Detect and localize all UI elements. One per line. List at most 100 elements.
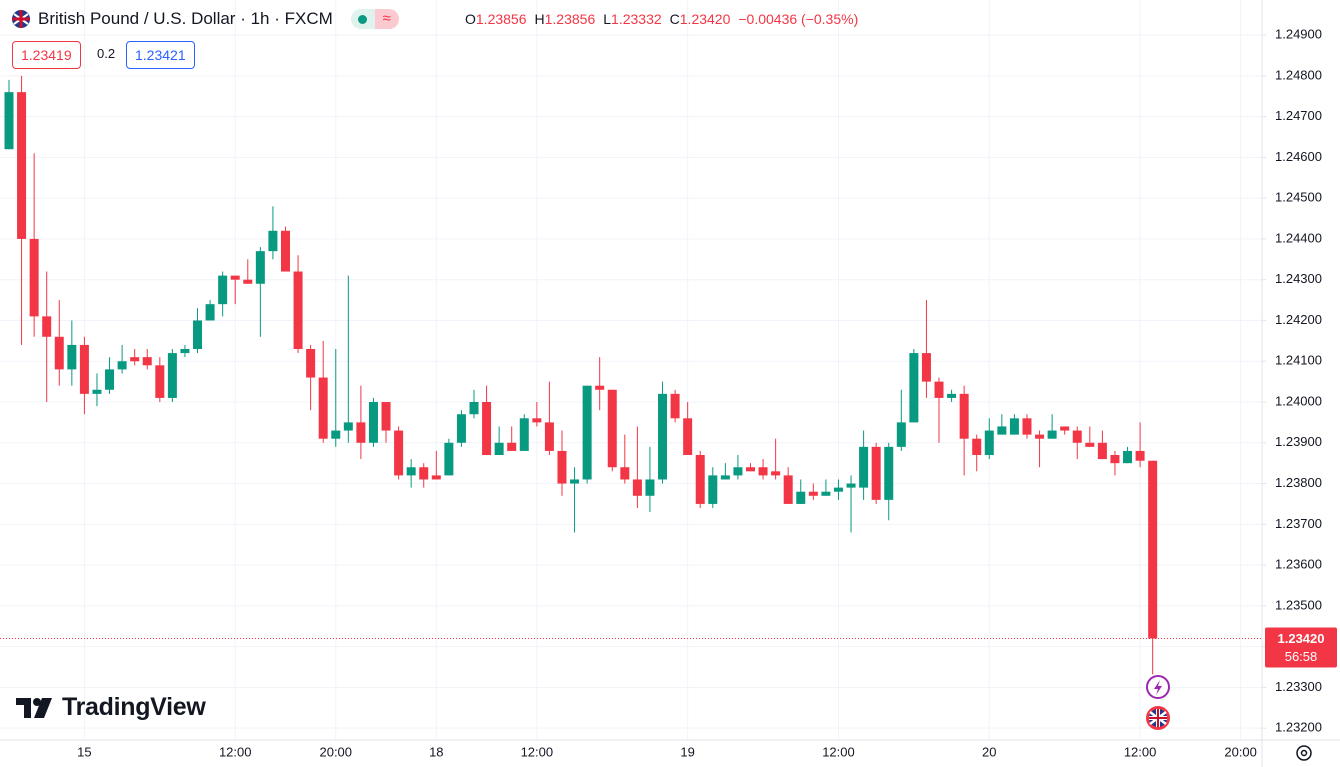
open-label: O (465, 11, 476, 27)
candle-body (67, 344, 77, 370)
candle-body (54, 336, 64, 370)
candle-body (105, 369, 115, 390)
candle-body (1110, 455, 1120, 464)
candle-body (921, 353, 931, 382)
candle-body (821, 491, 831, 496)
candle-body (658, 393, 668, 480)
candle-body (934, 381, 944, 398)
candle-body (193, 320, 203, 350)
candle-body (1135, 450, 1145, 461)
candle-body (167, 353, 177, 398)
last-price-label: 1.23420 (1278, 631, 1325, 646)
candle-body (783, 475, 793, 504)
candle-body (243, 279, 253, 284)
candle-body (331, 430, 341, 439)
candle-body (645, 479, 655, 496)
y-tick-label: 1.24900 (1275, 27, 1322, 42)
candle-body (1123, 450, 1133, 464)
ohlc-item: L1.23332 (603, 11, 661, 27)
candle-body (444, 442, 454, 476)
y-tick-label: 1.23800 (1275, 475, 1322, 490)
candle-body (984, 430, 994, 456)
candle-body (808, 491, 818, 496)
ohlc-legend: O1.23856 H1.23856 L1.23332 C1.23420 −0.0… (465, 11, 858, 27)
candle-body (771, 471, 781, 476)
change-value: −0.00436 (−0.35%) (738, 11, 859, 27)
ask-button[interactable]: 1.23421 (126, 41, 195, 69)
candle-body (607, 389, 617, 468)
candle-body (268, 230, 278, 252)
candle-body (595, 385, 605, 390)
candle-body (117, 361, 127, 370)
candle-body (482, 402, 492, 456)
status-pills: ≈ (350, 9, 399, 29)
candle-body (180, 349, 190, 354)
y-tick-label: 1.24700 (1275, 108, 1322, 123)
candle-body (833, 487, 843, 492)
y-tick-label: 1.24000 (1275, 393, 1322, 408)
candle-body (356, 422, 366, 443)
x-tick-label: 20 (982, 744, 996, 759)
candle-body (381, 402, 391, 431)
countdown: 56:58 (1285, 649, 1318, 664)
candle-body (306, 349, 316, 378)
symbol-title[interactable]: British Pound / U.S. Dollar · 1h · FXCM (38, 9, 333, 28)
candle-body (896, 422, 906, 447)
candle-body (745, 467, 755, 472)
candle-body (1022, 418, 1032, 435)
candle-body (79, 344, 89, 394)
candle-body (620, 467, 630, 480)
candle-body (1035, 434, 1045, 439)
candle-body (29, 238, 39, 317)
y-tick-label: 1.23200 (1275, 720, 1322, 735)
candle-body (582, 385, 592, 480)
close-value: 1.23420 (679, 11, 731, 27)
candle-body (1072, 430, 1082, 443)
low-label: L (603, 11, 612, 27)
grid-layer (0, 0, 1262, 740)
candle-body (947, 393, 957, 398)
flag (12, 10, 30, 28)
candle-body (318, 377, 328, 439)
y-tick-label: 1.23600 (1275, 557, 1322, 572)
settings-icon[interactable] (1296, 745, 1312, 761)
candle-body (683, 418, 693, 456)
candle-body (155, 365, 165, 398)
candle-body (1148, 460, 1158, 639)
y-tick-label: 1.24200 (1275, 312, 1322, 327)
flag-icon[interactable] (1146, 706, 1170, 730)
symbol-header: British Pound / U.S. Dollar · 1h · FXCM … (10, 8, 399, 30)
candle-body (972, 438, 982, 456)
y-tick-label: 1.24100 (1275, 353, 1322, 368)
candle-body (884, 446, 894, 500)
candle-body (431, 475, 441, 480)
x-tick-label: 20:00 (319, 744, 352, 759)
candle-body (92, 389, 102, 394)
candle-body (494, 442, 504, 456)
spread: 0.2 (89, 41, 124, 67)
candle-body (507, 442, 517, 451)
high-value: 1.23856 (544, 11, 596, 27)
last-price-badge (1265, 627, 1337, 668)
candle-body (368, 402, 378, 443)
y-tick-label: 1.23500 (1275, 597, 1322, 612)
candle-body (1085, 442, 1095, 447)
event-icon[interactable] (1146, 675, 1170, 699)
candle-body (343, 422, 353, 431)
bid-button[interactable]: 1.23419 (12, 41, 81, 69)
candle-body (1009, 418, 1019, 435)
candle-body (456, 414, 466, 443)
candle-body (205, 304, 215, 321)
x-tick-label: 20:00 (1224, 744, 1257, 759)
candle-body (419, 467, 429, 480)
candle-body (959, 393, 969, 439)
ohlc-item: C1.23420 (670, 11, 731, 27)
x-tick-label: 18 (429, 744, 443, 759)
candle-body (909, 353, 919, 423)
candle-body (130, 357, 140, 362)
candle-body (733, 467, 743, 476)
brand-logo[interactable]: TradingView (16, 693, 206, 722)
candle-body (4, 92, 14, 150)
x-tick-label: 19 (680, 744, 694, 759)
